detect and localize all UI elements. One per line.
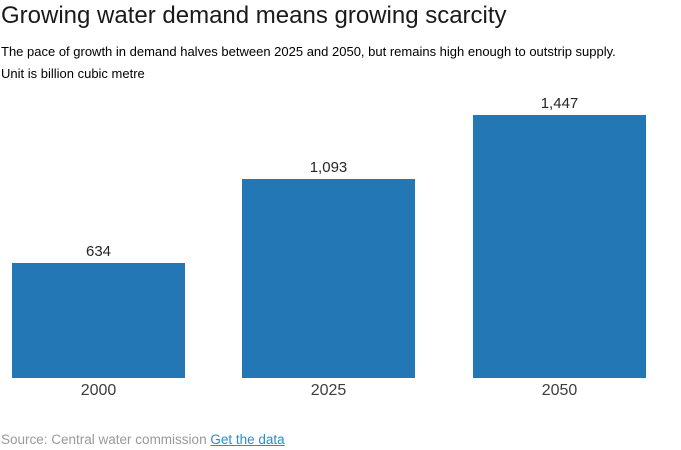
chart-title: Growing water demand means growing scarc… (1, 2, 507, 29)
x-axis-label: 2000 (80, 382, 117, 399)
bar-2050 (473, 115, 646, 378)
x-axis-label: 2050 (541, 382, 578, 399)
chart-subtitle-line: The pace of growth in demand halves betw… (1, 44, 616, 59)
source-line: Source: Central water commission Get the… (1, 432, 285, 447)
bar-value-label: 634 (85, 243, 112, 260)
bar-group-2050: 1,447 2050 (473, 90, 646, 400)
source-text: Source: Central water commission (1, 432, 207, 447)
bar-2000 (12, 263, 185, 378)
bar-value-label: 1,093 (309, 159, 348, 176)
chart-subtitle-line: Unit is billion cubic metre (1, 66, 145, 81)
chart-subtitle: The pace of growth in demand halves betw… (1, 41, 616, 85)
bar-2025 (242, 179, 415, 378)
bar-group-2000: 634 2000 (12, 90, 185, 400)
x-axis-label: 2025 (310, 382, 347, 399)
bar-group-2025: 1,093 2025 (242, 90, 415, 400)
bar-chart: 634 2000 1,093 2025 1,447 2050 (0, 90, 681, 400)
bar-value-label: 1,447 (540, 95, 579, 112)
get-the-data-link[interactable]: Get the data (210, 432, 285, 447)
